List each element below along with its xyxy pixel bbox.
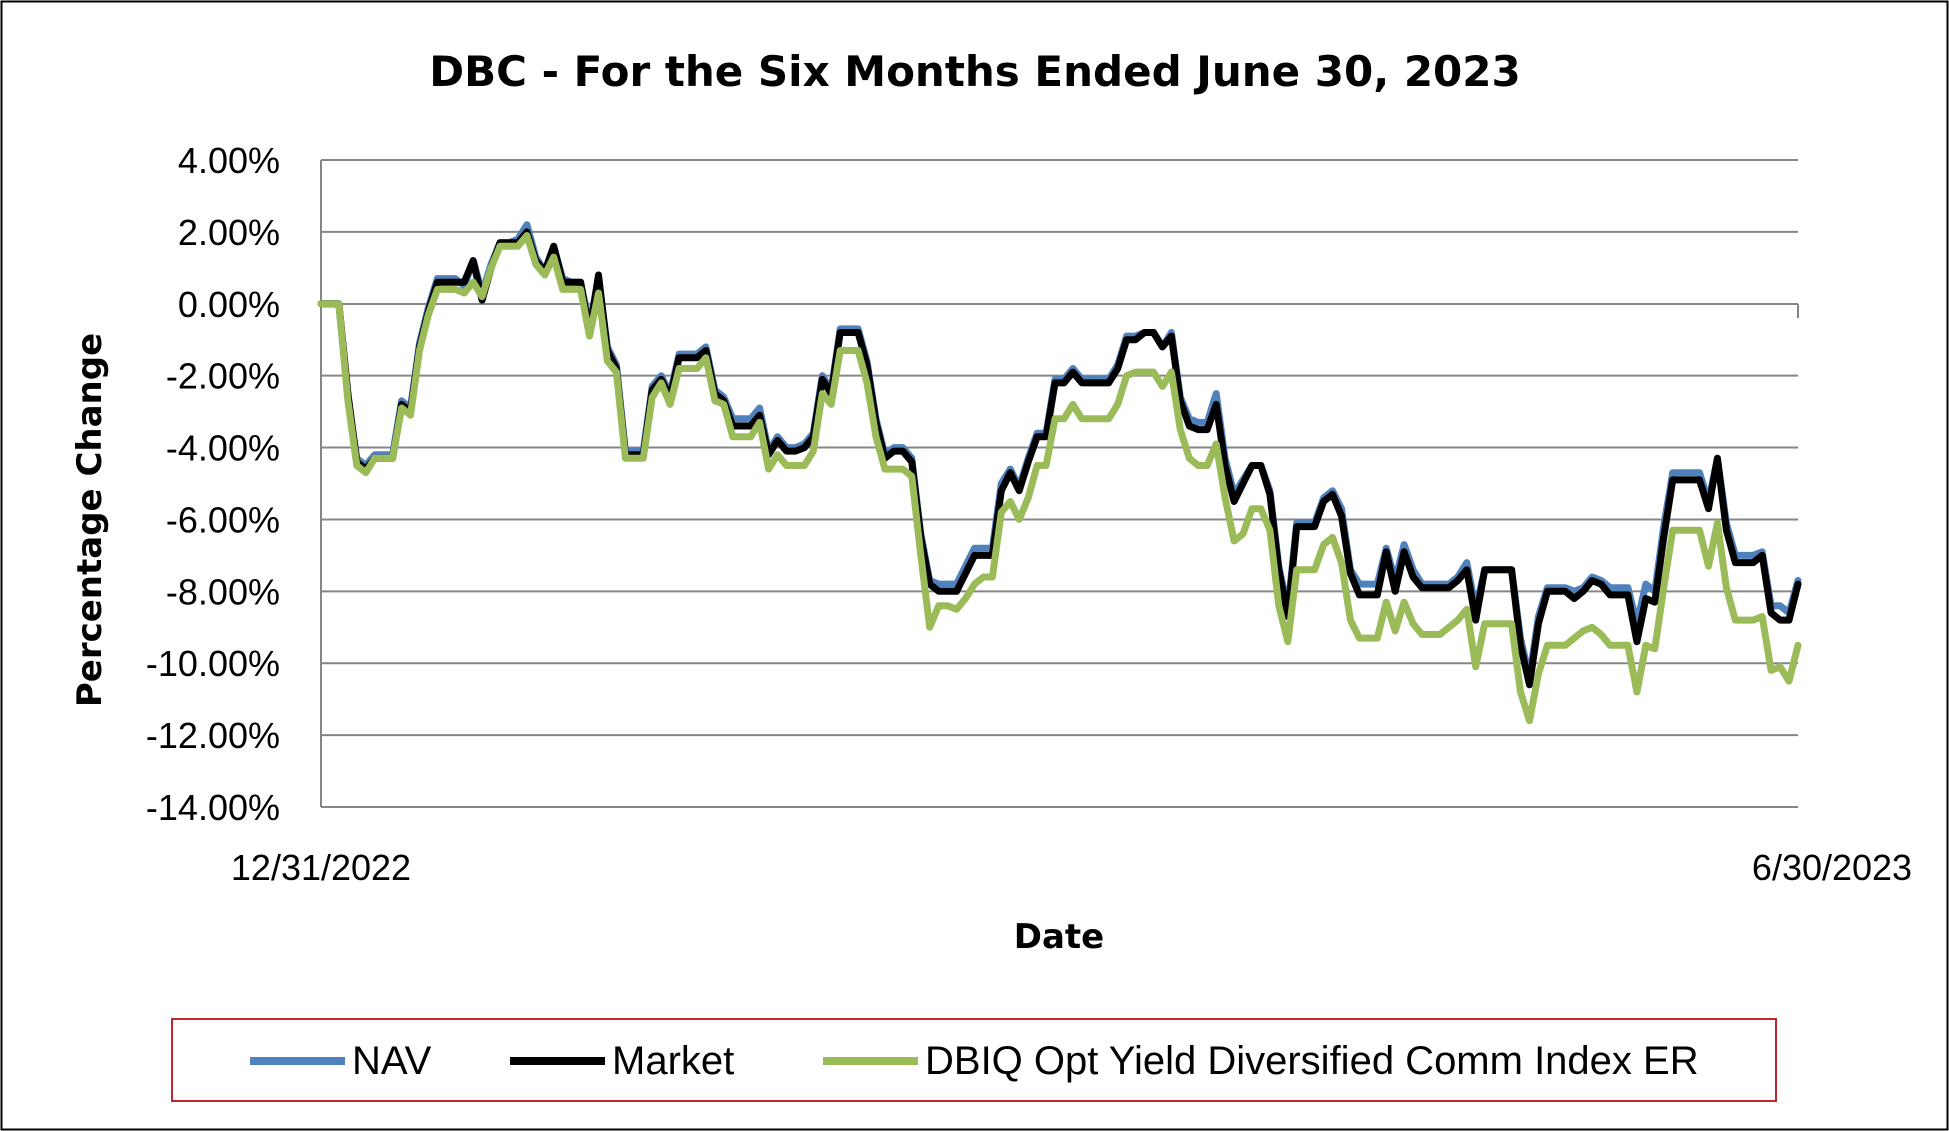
y-tick-label: -14.00% bbox=[146, 787, 280, 828]
legend-label-index: DBIQ Opt Yield Diversified Comm Index ER bbox=[925, 1039, 1699, 1083]
y-tick-label: -12.00% bbox=[146, 715, 280, 756]
y-tick-label: 4.00% bbox=[178, 140, 280, 181]
y-axis-label: Percentage Change bbox=[70, 333, 110, 707]
x-tick-label-start: 12/31/2022 bbox=[231, 847, 411, 888]
y-tick-label: -8.00% bbox=[166, 571, 280, 612]
x-tick-label-end: 6/30/2023 bbox=[1752, 847, 1912, 888]
y-tick-label: 2.00% bbox=[178, 212, 280, 253]
legend-label-nav: NAV bbox=[352, 1039, 432, 1083]
series-line-index bbox=[317, 232, 1802, 725]
y-tick-label: -4.00% bbox=[166, 428, 280, 469]
chart-title: DBC - For the Six Months Ended June 30, … bbox=[429, 47, 1520, 96]
legend: NAV Market DBIQ Opt Yield Diversified Co… bbox=[171, 1018, 1777, 1102]
y-tick-label: -6.00% bbox=[166, 499, 280, 540]
y-tick-label: -10.00% bbox=[146, 643, 280, 684]
y-tick-label: 0.00% bbox=[178, 284, 280, 325]
series-line-market bbox=[317, 228, 1802, 689]
legend-label-market: Market bbox=[612, 1039, 734, 1083]
legend-box bbox=[171, 1018, 1777, 1102]
x-axis-label: Date bbox=[1014, 917, 1104, 957]
series-lines bbox=[317, 221, 1802, 725]
y-tick-label: -2.00% bbox=[166, 356, 280, 397]
y-tick-labels: 4.00% 2.00% 0.00% -2.00% -4.00% -6.00% -8.00% -… bbox=[146, 140, 280, 828]
